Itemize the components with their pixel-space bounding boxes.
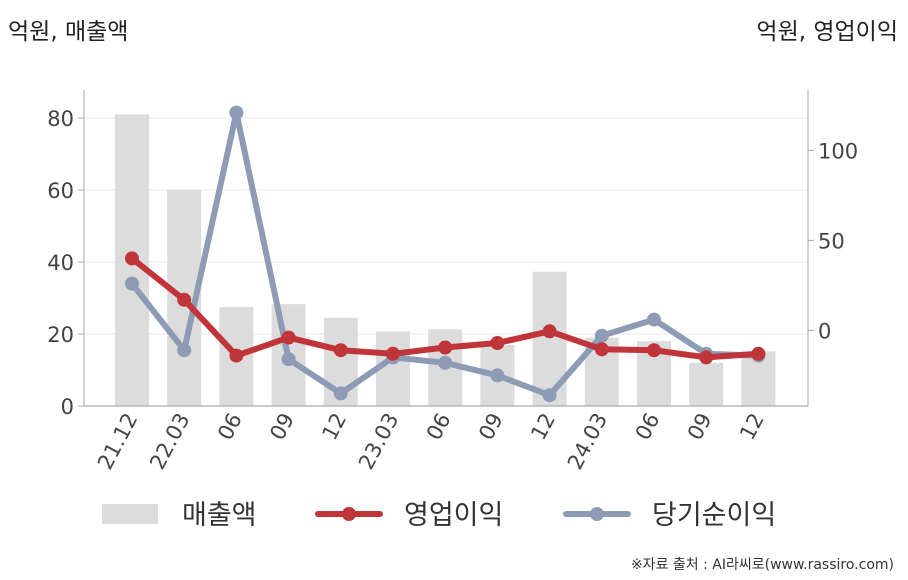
point-net-income: [333, 386, 348, 401]
point-net-income: [177, 343, 192, 358]
right-tick-label: 0: [818, 319, 831, 343]
legend-label-net-income: 당기순이익: [652, 500, 776, 531]
left-tick-label: 60: [47, 179, 74, 203]
point-net-income: [125, 276, 139, 291]
point-operating-profit: [386, 346, 400, 361]
legend: 매출액 영업이익 당기순이익: [102, 500, 776, 531]
point-net-income: [438, 355, 453, 370]
x-tick-label: 23.03: [354, 409, 403, 473]
x-tick-label: 22.03: [145, 409, 194, 473]
x-tick-label: 12: [526, 409, 560, 444]
point-operating-profit: [542, 324, 557, 339]
x-tick-label: 12: [317, 409, 351, 444]
point-net-income: [647, 312, 661, 327]
point-operating-profit: [438, 340, 453, 355]
x-tick-label: 09: [265, 409, 299, 444]
legend-marker-operating-profit: [342, 507, 356, 521]
x-tick-label: 24.03: [563, 409, 612, 473]
point-operating-profit: [490, 336, 505, 350]
point-operating-profit: [281, 330, 296, 345]
left-tick-label: 80: [47, 107, 74, 131]
legend-marker-net-income: [590, 507, 604, 521]
x-tick-label: 06: [422, 409, 456, 444]
x-tick-labels: 21.12 22.03 06 09 12 23.03 06 09 12 24.03 06 09 12: [93, 409, 769, 473]
point-net-income: [594, 328, 609, 343]
right-tick-label: 100: [818, 139, 858, 163]
legend-label-operating-profit: 영업이익: [404, 500, 503, 531]
left-tick-label: 0: [61, 395, 74, 419]
left-tick-label: 20: [47, 323, 74, 347]
x-tick-label: 21.12: [93, 409, 142, 473]
right-tick-label: 50: [818, 229, 845, 253]
x-tick-label: 09: [683, 409, 717, 444]
bar-sales: [689, 362, 724, 406]
point-net-income: [229, 105, 244, 120]
legend-swatch-sales: [102, 504, 158, 524]
point-operating-profit: [594, 342, 609, 357]
legend-label-sales: 매출액: [182, 500, 257, 531]
point-operating-profit: [177, 292, 192, 307]
bar-series-sales: [115, 114, 776, 407]
point-operating-profit: [229, 348, 244, 363]
point-operating-profit: [699, 350, 714, 365]
x-tick-label: 06: [631, 409, 665, 444]
source-note: ※자료 출처 : AI라씨로(www.rassiro.com): [630, 557, 894, 573]
point-operating-profit: [751, 346, 766, 361]
x-tick-label: 12: [735, 409, 769, 444]
point-operating-profit: [125, 251, 139, 266]
point-net-income: [490, 368, 505, 383]
line-series: [125, 105, 766, 403]
x-tick-label: 09: [474, 409, 508, 444]
point-operating-profit: [333, 343, 348, 358]
point-net-income: [281, 352, 296, 367]
point-operating-profit: [647, 343, 661, 358]
left-tick-label: 40: [47, 251, 74, 275]
x-tick-label: 06: [213, 409, 247, 444]
point-net-income: [542, 388, 557, 403]
left-axis-unit-label: 억원, 매출액: [8, 19, 129, 45]
axes: 0 20 40 60 80 0 50 100: [47, 90, 858, 419]
right-axis-unit-label: 억원, 영업이익: [756, 19, 898, 45]
